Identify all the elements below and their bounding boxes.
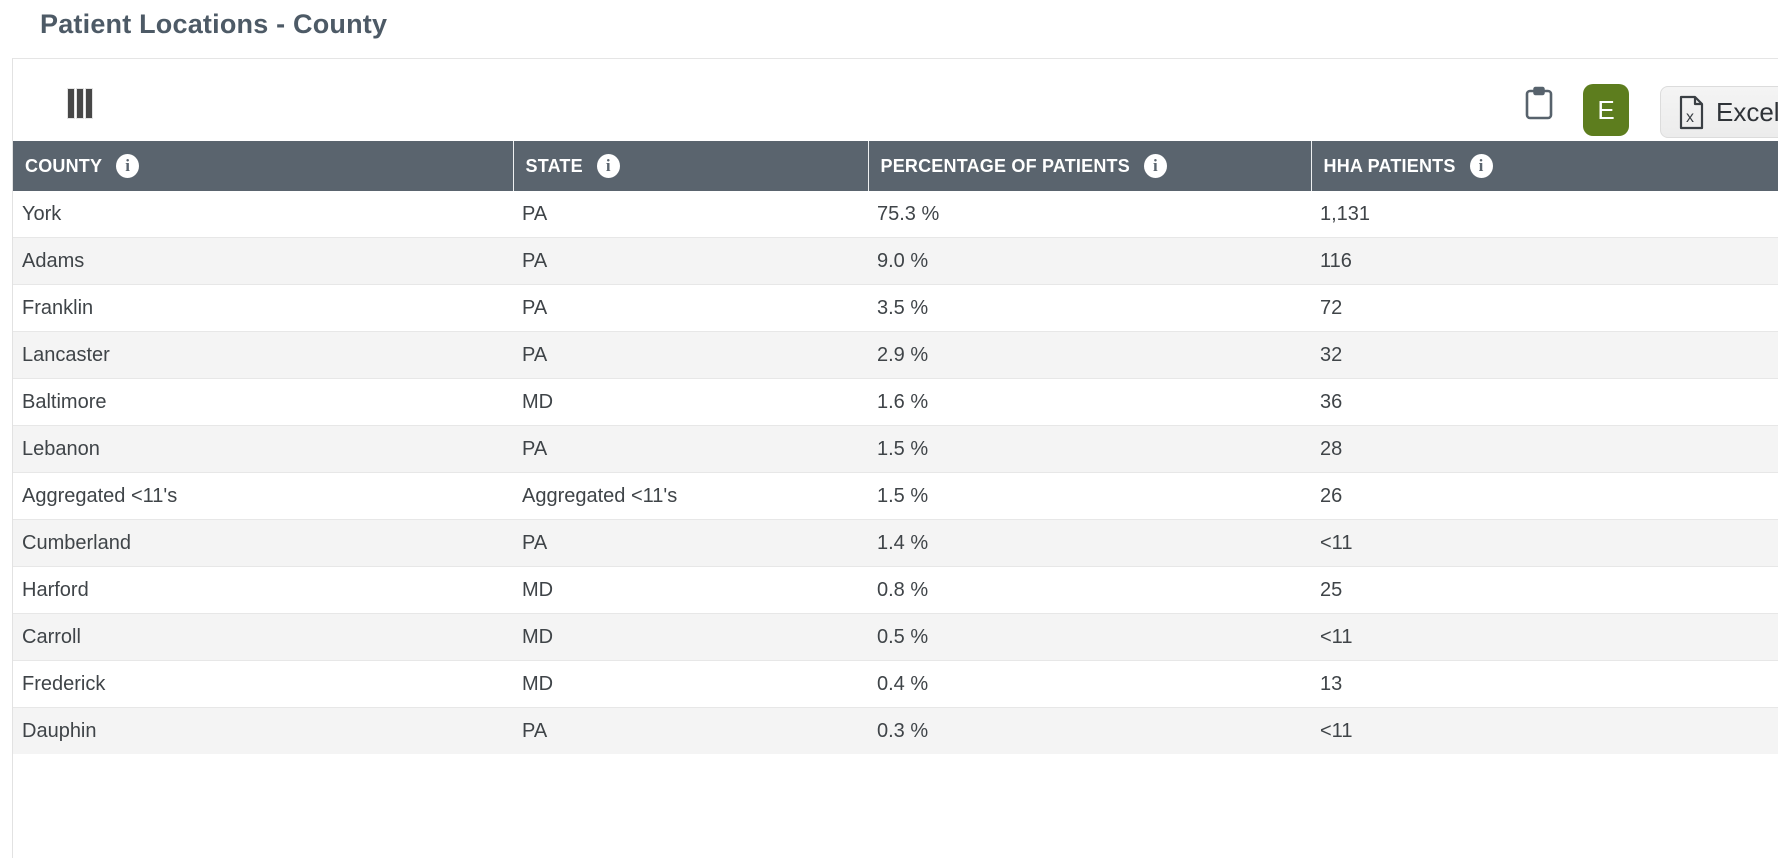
column-header-pct[interactable]: PERCENTAGE OF PATIENTS i bbox=[868, 141, 1312, 191]
column-label: PERCENTAGE OF PATIENTS bbox=[880, 155, 1130, 176]
cell-hha: 25 bbox=[1320, 578, 1343, 601]
table-row: Lebanon PA 1.5 % 28 bbox=[13, 425, 1778, 473]
clipboard-glyph bbox=[1525, 86, 1553, 120]
cell-hha: 1,131 bbox=[1320, 202, 1371, 225]
cell-pct: 0.8 % bbox=[877, 578, 929, 601]
cell-state: PA bbox=[522, 531, 548, 554]
cell-state: MD bbox=[522, 578, 554, 601]
info-icon[interactable]: i bbox=[1469, 154, 1493, 178]
cell-state: PA bbox=[522, 202, 548, 225]
cell-county: Aggregated <11's bbox=[22, 484, 178, 507]
cell-pct: 2.9 % bbox=[877, 343, 929, 366]
cell-hha: 28 bbox=[1320, 437, 1343, 460]
table-row: Carroll MD 0.5 % <11 bbox=[13, 613, 1778, 661]
table-row: Harford MD 0.8 % 25 bbox=[13, 566, 1778, 614]
cell-state: PA bbox=[522, 343, 548, 366]
table-row: Cumberland PA 1.4 % <11 bbox=[13, 519, 1778, 567]
cell-pct: 0.4 % bbox=[877, 672, 929, 695]
column-header-county[interactable]: COUNTY i bbox=[13, 141, 514, 191]
columns-icon[interactable] bbox=[67, 88, 94, 119]
cell-county: Lebanon bbox=[22, 437, 100, 460]
table-row: Lancaster PA 2.9 % 32 bbox=[13, 331, 1778, 379]
table-body: York PA 75.3 % 1,131 Adams PA 9.0 % 116 Franklin… bbox=[13, 191, 1778, 754]
cell-state: PA bbox=[522, 296, 548, 319]
table-row: Franklin PA 3.5 % 72 bbox=[13, 284, 1778, 332]
cell-state: PA bbox=[522, 719, 548, 742]
cell-county: Baltimore bbox=[22, 390, 107, 413]
cell-pct: 1.6 % bbox=[877, 390, 929, 413]
cell-hha: 72 bbox=[1320, 296, 1343, 319]
cell-county: Franklin bbox=[22, 296, 94, 319]
page-title: Patient Locations - County bbox=[40, 9, 388, 39]
excel-button-label: Excel bbox=[1716, 96, 1778, 127]
column-label: COUNTY bbox=[25, 155, 103, 176]
excel-file-icon: x bbox=[1679, 95, 1704, 129]
cell-hha: 116 bbox=[1320, 249, 1352, 272]
cell-hha: <11 bbox=[1320, 531, 1353, 554]
info-icon[interactable]: i bbox=[116, 154, 140, 178]
cell-pct: 75.3 % bbox=[877, 202, 940, 225]
cell-pct: 1.5 % bbox=[877, 484, 929, 507]
cell-hha: <11 bbox=[1320, 625, 1353, 648]
table-toolbar: E x Excel bbox=[13, 59, 1778, 141]
cell-county: Dauphin bbox=[22, 719, 97, 742]
cell-hha: 36 bbox=[1320, 390, 1343, 413]
cell-pct: 0.5 % bbox=[877, 625, 929, 648]
cell-hha: 13 bbox=[1320, 672, 1343, 695]
cell-state: MD bbox=[522, 390, 554, 413]
profile-button[interactable]: E bbox=[1583, 84, 1629, 136]
cell-county: Frederick bbox=[22, 672, 106, 695]
cell-pct: 3.5 % bbox=[877, 296, 929, 319]
table-row: Baltimore MD 1.6 % 36 bbox=[13, 378, 1778, 426]
patient-locations-page: { "page": { "title": "Patient Locations … bbox=[12, 9, 1778, 858]
column-header-hha[interactable]: HHA PATIENTS i bbox=[1311, 141, 1778, 191]
cell-county: Lancaster bbox=[22, 343, 110, 366]
clipboard-icon[interactable] bbox=[1523, 85, 1557, 121]
patient-locations-card: E x Excel COUNTY i STATE i PERCENTAGE OF PAT… bbox=[12, 58, 1778, 858]
excel-export-button[interactable]: x Excel bbox=[1660, 86, 1778, 138]
cell-county: York bbox=[22, 202, 62, 225]
cell-hha: 26 bbox=[1320, 484, 1343, 507]
column-label: STATE bbox=[525, 155, 583, 176]
table-row: Dauphin PA 0.3 % <11 bbox=[13, 707, 1778, 754]
table-header-row: COUNTY i STATE i PERCENTAGE OF PATIENTS i HHA … bbox=[13, 141, 1778, 191]
column-label: HHA PATIENTS bbox=[1323, 155, 1456, 176]
cell-pct: 9.0 % bbox=[877, 249, 929, 272]
table-row: Frederick MD 0.4 % 13 bbox=[13, 660, 1778, 708]
cell-state: Aggregated <11's bbox=[522, 484, 678, 507]
cell-pct: 1.5 % bbox=[877, 437, 929, 460]
cell-hha: <11 bbox=[1320, 719, 1353, 742]
cell-hha: 32 bbox=[1320, 343, 1343, 366]
table-row: York PA 75.3 % 1,131 bbox=[13, 191, 1778, 238]
cell-county: Cumberland bbox=[22, 531, 131, 554]
cell-county: Adams bbox=[22, 249, 85, 272]
cell-state: MD bbox=[522, 672, 554, 695]
cell-pct: 1.4 % bbox=[877, 531, 929, 554]
svg-text:x: x bbox=[1686, 109, 1694, 126]
info-icon[interactable]: i bbox=[596, 154, 620, 178]
column-header-state[interactable]: STATE i bbox=[513, 141, 869, 191]
cell-state: PA bbox=[522, 249, 548, 272]
table-row: Aggregated <11's Aggregated <11's 1.5 % 26 bbox=[13, 472, 1778, 520]
cell-county: Carroll bbox=[22, 625, 81, 648]
patient-locations-table: COUNTY i STATE i PERCENTAGE OF PATIENTS i HHA … bbox=[13, 141, 1778, 754]
cell-state: MD bbox=[522, 625, 554, 648]
table-row: Adams PA 9.0 % 116 bbox=[13, 237, 1778, 285]
cell-state: PA bbox=[522, 437, 548, 460]
info-icon[interactable]: i bbox=[1143, 154, 1167, 178]
cell-county: Harford bbox=[22, 578, 89, 601]
cell-pct: 0.3 % bbox=[877, 719, 929, 742]
